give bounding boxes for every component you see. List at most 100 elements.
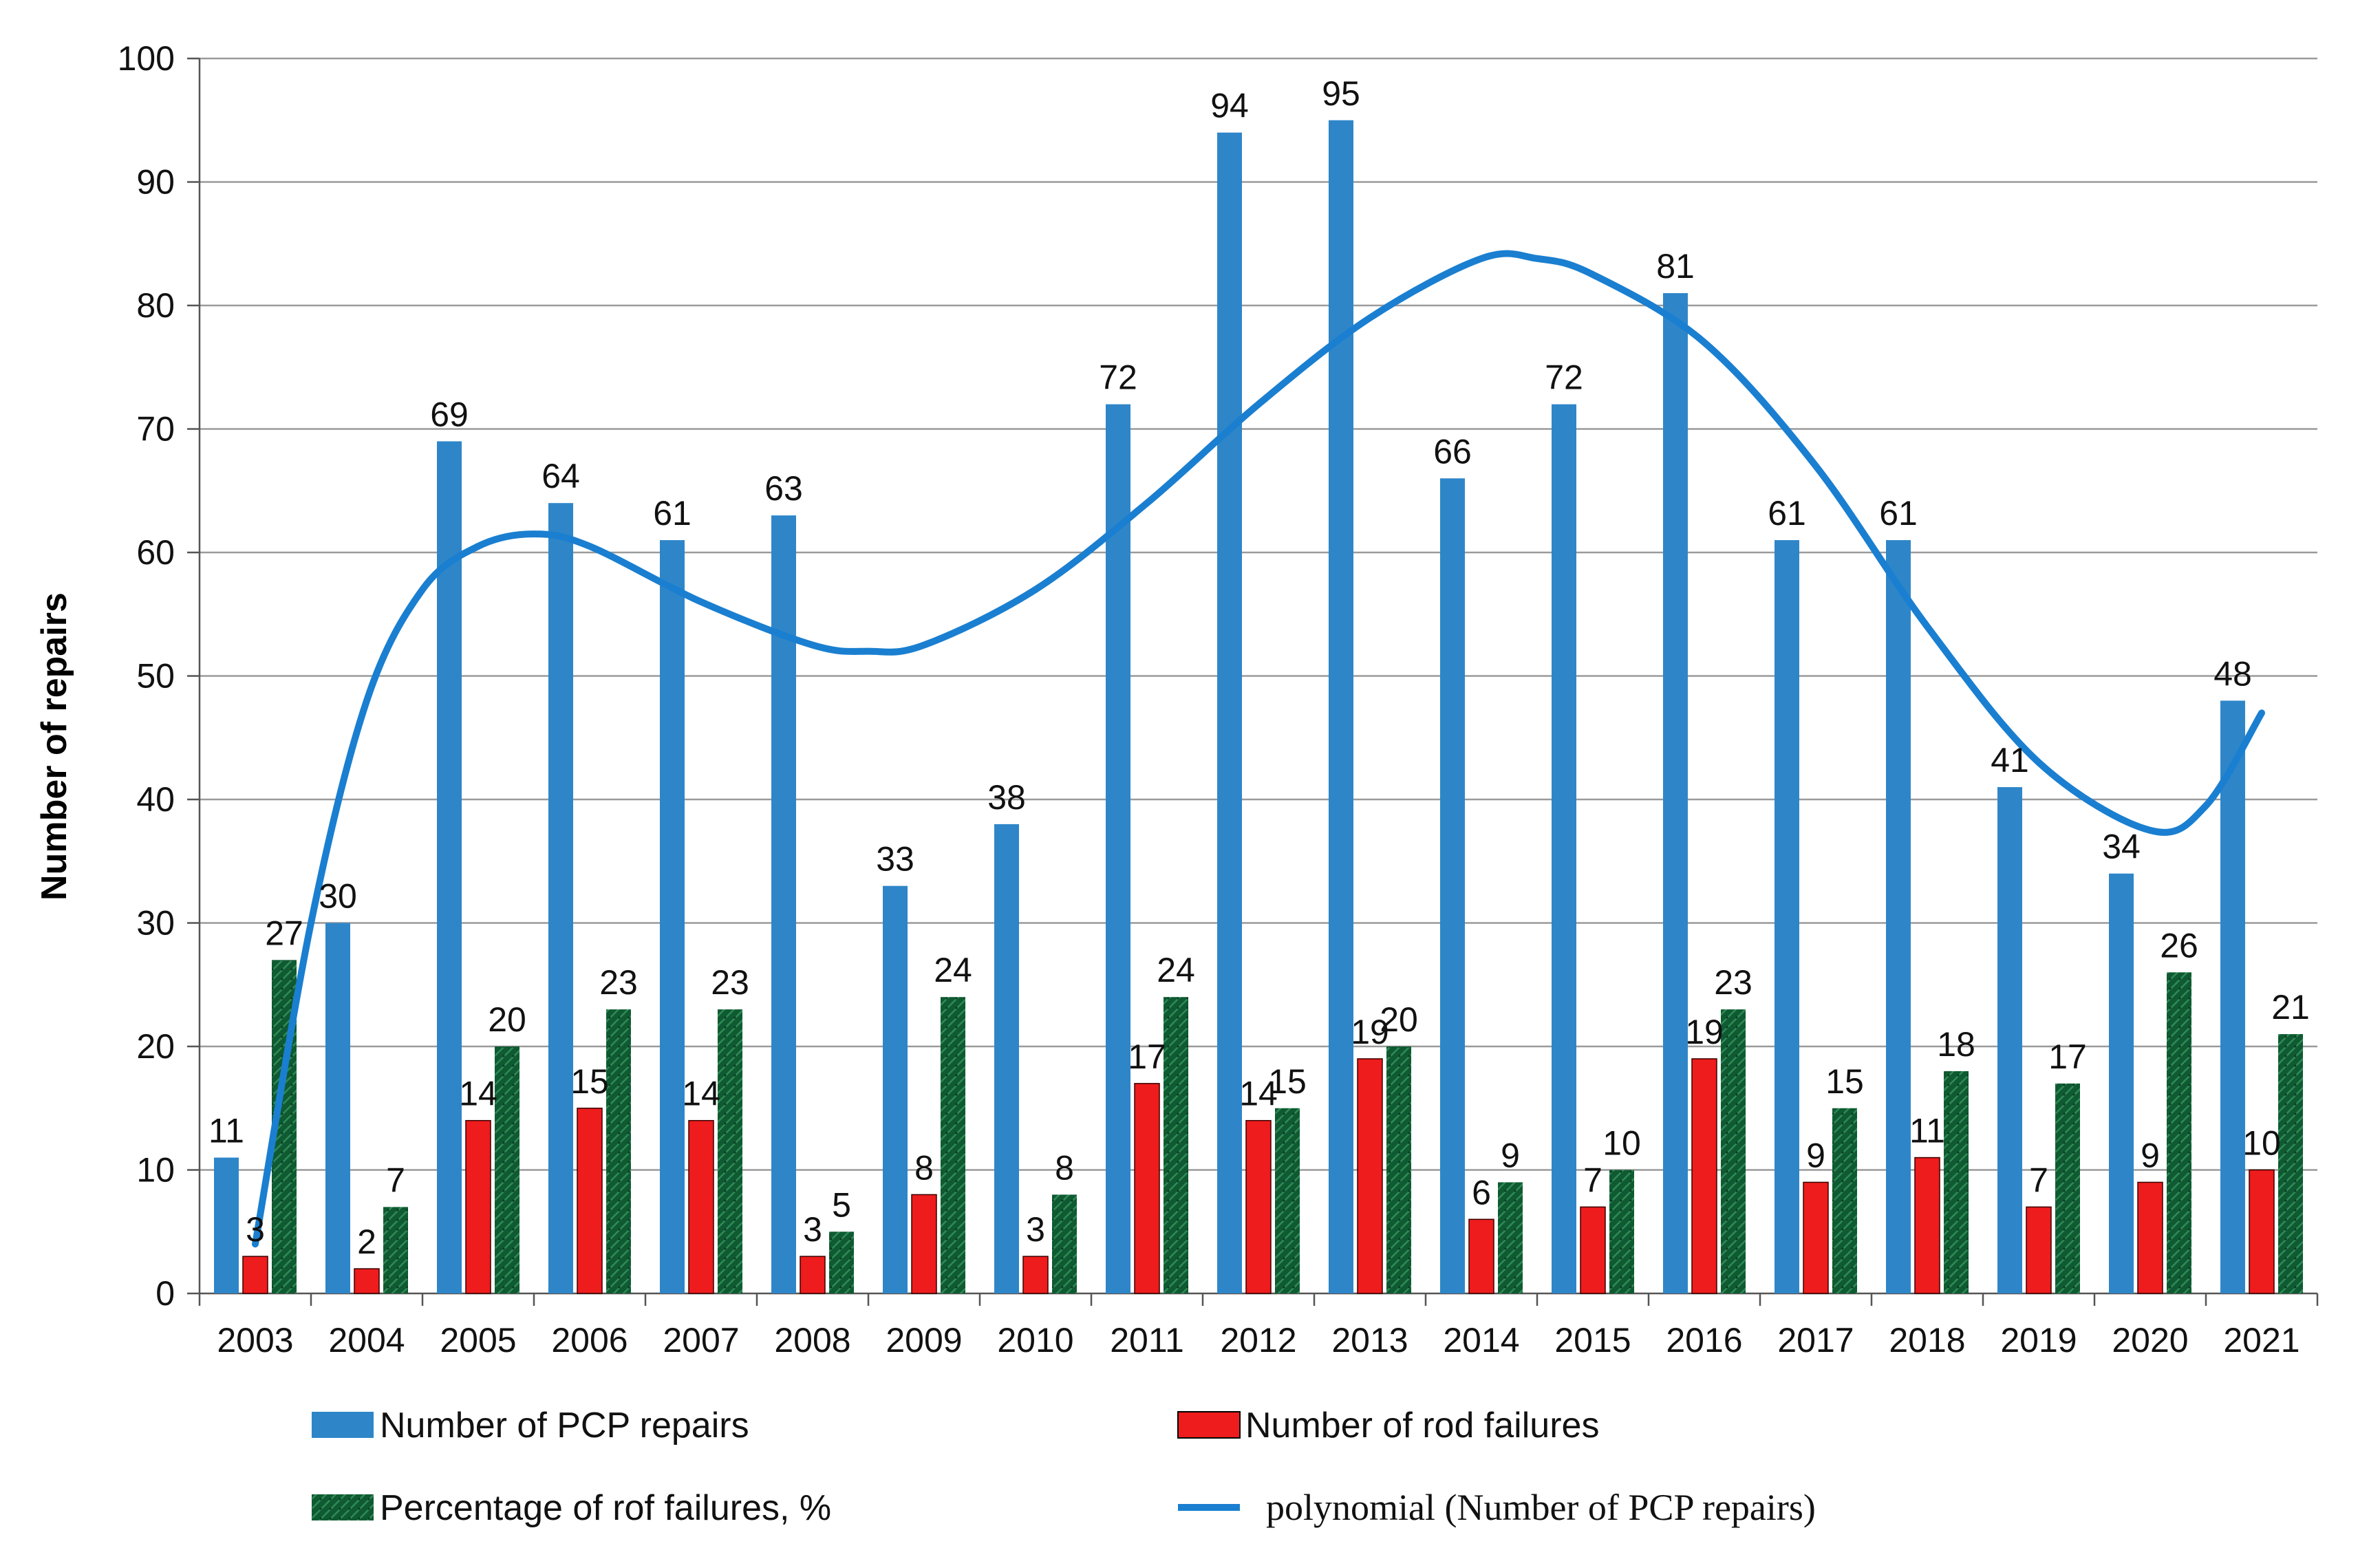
data-label-rod-failure-percentage-2003: 27 — [265, 914, 303, 952]
legend-label-pcp-repairs: Number of PCP repairs — [380, 1406, 749, 1445]
x-tick-label-2018: 2018 — [1889, 1321, 1965, 1359]
data-label-rod-failure-percentage-2010: 8 — [1055, 1148, 1074, 1187]
data-label-pcp-repairs-2017: 61 — [1768, 494, 1806, 533]
bar-rod-failures-2020 — [2137, 1181, 2163, 1294]
x-tick-label-2010: 2010 — [997, 1321, 1073, 1359]
y-tick-label-50: 50 — [136, 657, 175, 696]
x-tick-label-2007: 2007 — [663, 1321, 739, 1359]
data-label-pcp-repairs-2012: 94 — [1210, 87, 1249, 125]
bar-rod-failure-percentage-2018 — [1944, 1071, 1969, 1293]
data-label-rod-failures-2011: 17 — [1128, 1038, 1166, 1076]
data-label-pcp-repairs-2020: 34 — [2102, 828, 2141, 866]
data-label-rod-failures-2020: 9 — [2141, 1136, 2160, 1174]
data-label-rod-failure-percentage-2013: 20 — [1380, 1000, 1418, 1039]
bar-pcp-repairs-2013 — [1329, 120, 1353, 1293]
bar-rod-failure-percentage-2004 — [383, 1207, 408, 1293]
x-tick-label-2009: 2009 — [886, 1321, 962, 1359]
bar-rod-failures-2015 — [1580, 1206, 1606, 1294]
bar-rod-failures-2016 — [1691, 1058, 1717, 1294]
bar-pcp-repairs-2014 — [1440, 478, 1465, 1293]
data-label-pcp-repairs-2008: 63 — [764, 469, 803, 508]
bar-pcp-repairs-2010 — [994, 824, 1019, 1293]
data-label-rod-failures-2021: 10 — [2242, 1124, 2281, 1163]
data-label-pcp-repairs-2018: 61 — [1879, 494, 1918, 533]
data-label-rod-failure-percentage-2014: 9 — [1501, 1136, 1520, 1174]
bar-rod-failure-percentage-2005 — [495, 1046, 519, 1293]
data-label-rod-failure-percentage-2019: 17 — [2048, 1038, 2087, 1076]
bar-rod-failure-percentage-2014 — [1498, 1182, 1523, 1293]
bar-rod-failures-2018 — [1914, 1157, 1940, 1294]
bar-rod-failure-percentage-2012 — [1275, 1108, 1300, 1293]
bar-pcp-repairs-2007 — [660, 540, 685, 1293]
data-label-rod-failures-2004: 2 — [357, 1223, 376, 1261]
bar-rod-failures-2019 — [2026, 1206, 2052, 1294]
bar-pcp-repairs-2011 — [1106, 404, 1130, 1293]
y-tick-label-90: 90 — [136, 163, 175, 202]
data-label-rod-failure-percentage-2009: 24 — [934, 951, 972, 989]
legend-swatch-rod-failures — [1177, 1411, 1241, 1439]
bar-pcp-repairs-2006 — [548, 503, 573, 1294]
polynomial-trendline — [252, 250, 2265, 1248]
x-tick-label-2016: 2016 — [1666, 1321, 1742, 1359]
bar-rod-failures-2011 — [1134, 1083, 1160, 1294]
bar-pcp-repairs-2008 — [771, 515, 796, 1293]
bar-rod-failure-percentage-2013 — [1386, 1046, 1411, 1293]
data-label-rod-failure-percentage-2011: 24 — [1157, 951, 1195, 989]
data-label-rod-failure-percentage-2017: 15 — [1825, 1062, 1864, 1101]
legend-label-polynomial-trend: polynomial (Number of PCP repairs) — [1266, 1487, 1816, 1528]
x-tick-label-2021: 2021 — [2223, 1321, 2299, 1359]
bar-rod-failures-2004 — [354, 1268, 380, 1294]
data-label-pcp-repairs-2009: 33 — [876, 840, 914, 879]
bars — [214, 120, 2303, 1294]
bar-rod-failures-2007 — [688, 1119, 714, 1294]
data-label-pcp-repairs-2004: 30 — [319, 877, 357, 916]
y-tick-label-80: 80 — [136, 286, 175, 325]
bar-rod-failure-percentage-2019 — [2055, 1083, 2080, 1293]
bar-rod-failures-2014 — [1468, 1218, 1494, 1294]
data-label-rod-failures-2009: 8 — [914, 1148, 934, 1187]
bar-rod-failures-2012 — [1245, 1119, 1272, 1294]
bar-rod-failure-percentage-2007 — [718, 1009, 742, 1293]
data-label-rod-failures-2017: 9 — [1806, 1136, 1825, 1174]
x-tick-label-2011: 2011 — [1110, 1321, 1184, 1359]
legend-label-rod-failure-percentage: Percentage of rof failures, % — [380, 1488, 831, 1528]
bar-rod-failures-2010 — [1022, 1256, 1049, 1294]
legend-swatch-rod-failure-percentage — [312, 1494, 374, 1520]
data-label-rod-failures-2015: 7 — [1583, 1161, 1602, 1199]
bar-pcp-repairs-2004 — [325, 923, 350, 1293]
data-label-rod-failure-percentage-2015: 10 — [1602, 1124, 1641, 1163]
y-tick-label-60: 60 — [136, 533, 175, 572]
x-tick-label-2012: 2012 — [1220, 1321, 1296, 1359]
data-label-pcp-repairs-2011: 72 — [1099, 358, 1137, 397]
data-label-rod-failure-percentage-2018: 18 — [1937, 1025, 1975, 1064]
data-label-pcp-repairs-2015: 72 — [1545, 358, 1583, 397]
x-tick-label-2017: 2017 — [1777, 1321, 1854, 1359]
x-tick-label-2014: 2014 — [1443, 1321, 1519, 1359]
x-tick-label-2015: 2015 — [1554, 1321, 1631, 1359]
x-tick-label-2019: 2019 — [2000, 1321, 2077, 1359]
data-label-rod-failure-percentage-2016: 23 — [1714, 963, 1752, 1002]
y-tick-label-40: 40 — [136, 780, 175, 819]
data-label-pcp-repairs-2006: 64 — [542, 457, 580, 495]
data-label-pcp-repairs-2013: 95 — [1322, 74, 1360, 113]
bar-pcp-repairs-2005 — [437, 441, 462, 1294]
data-label-rod-failures-2012: 14 — [1239, 1075, 1278, 1113]
bar-pcp-repairs-2015 — [1552, 404, 1576, 1293]
y-tick-label-20: 20 — [136, 1027, 175, 1066]
bar-rod-failure-percentage-2020 — [2167, 972, 2191, 1293]
bar-rod-failures-2021 — [2249, 1169, 2275, 1294]
data-label-pcp-repairs-2005: 69 — [430, 395, 469, 433]
legend-swatch-pcp-repairs — [312, 1412, 374, 1438]
bar-rod-failure-percentage-2015 — [1609, 1170, 1634, 1293]
y-axis-title: Number of repairs — [34, 592, 74, 901]
y-tick-label-100: 100 — [118, 39, 175, 78]
y-tick-label-30: 30 — [136, 904, 175, 943]
trendline — [252, 250, 2265, 1248]
legend-label-rod-failures: Number of rod failures — [1245, 1406, 1599, 1445]
bar-rod-failures-2006 — [577, 1108, 603, 1294]
x-tick-label-2003: 2003 — [217, 1321, 293, 1359]
bar-rod-failures-2003 — [242, 1256, 268, 1294]
data-label-rod-failure-percentage-2012: 15 — [1268, 1062, 1307, 1101]
bar-rod-failure-percentage-2006 — [606, 1009, 631, 1293]
